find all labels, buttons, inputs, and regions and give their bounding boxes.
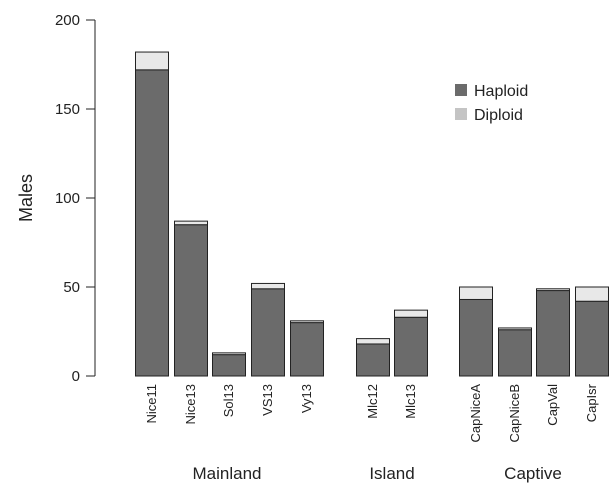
bar-diploid-mlc12 [356,338,390,345]
category-label-capniceb: CapNiceB [507,384,522,443]
bar-haploid-mlc12 [356,343,390,377]
category-label-capval: CapVal [545,384,560,426]
bar-haploid-vs13 [251,288,285,377]
bar-diploid-vs13 [251,282,285,290]
legend-swatch-diploid [455,108,467,120]
category-label-nice11: Nice11 [144,384,159,424]
bar-diploid-mlc13 [394,309,428,318]
bar-haploid-mlc13 [394,316,428,377]
y-tick-label: 150 [55,101,80,118]
category-label-mlc13: Mlc13 [403,384,418,419]
legend-label-diploid: Diploid [474,107,523,124]
category-label-nice13: Nice13 [183,384,198,424]
bar-diploid-vy13 [290,320,324,324]
legend-swatch-haploid [455,84,467,96]
group-label-mainland: Mainland [193,464,262,483]
category-label-capnicea: CapNiceA [468,384,483,443]
bars [135,51,609,377]
y-tick-label: 100 [55,190,80,207]
legend: Haploid Diploid [455,83,528,124]
y-tick-label: 200 [55,12,80,29]
bar-diploid-sol13 [212,352,246,356]
y-axis-title: Males [16,174,36,222]
bar-diploid-nice11 [135,51,169,71]
bar-haploid-capisr [575,300,609,377]
y-tick-label: 50 [63,279,80,296]
bar-haploid-nice11 [135,69,169,377]
bar-diploid-capnicea [459,286,493,300]
category-label-vy13: Vy13 [299,384,314,413]
group-label-captive: Captive [504,464,562,483]
group-labels: Mainland Island Captive [193,464,562,483]
bar-haploid-capval [536,290,570,377]
y-tick-label: 0 [72,368,80,385]
bar-haploid-vy13 [290,322,324,377]
bar-diploid-capisr [575,286,609,302]
bar-diploid-capval [536,288,570,292]
category-label-sol13: Sol13 [221,384,236,417]
y-axis: 0 50 100 150 200 [55,12,96,385]
bar-haploid-capnicea [459,298,493,377]
bar-haploid-sol13 [212,354,246,377]
group-label-island: Island [369,464,414,483]
bar-diploid-capniceb [498,327,532,331]
category-label-mlc12: Mlc12 [365,384,380,419]
bar-haploid-capniceb [498,329,532,377]
category-labels: Nice11 Nice13 Sol13 VS13 Vy13 Mlc12 Mlc13 CapNi… [144,383,599,442]
category-label-capisr: CapIsr [584,383,599,422]
bar-diploid-nice13 [174,220,208,226]
bar-haploid-nice13 [174,224,208,377]
legend-label-haploid: Haploid [474,83,528,100]
category-label-vs13: VS13 [260,384,275,416]
